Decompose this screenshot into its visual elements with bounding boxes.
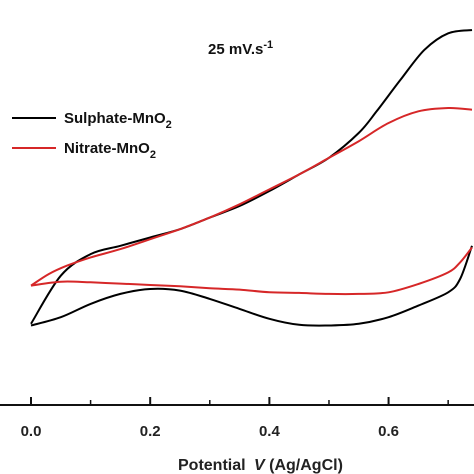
- x-ticks: 0.0 0.2 0.4 0.6: [21, 397, 449, 440]
- series-nitrate-anodic-line: [30, 106, 473, 287]
- series-sulphate-cathodic-line: [30, 245, 473, 327]
- series-sulphate-anodic-line: [30, 29, 473, 325]
- legend-label: Sulphate-MnO2: [64, 110, 172, 131]
- x-tick-label: 0.0: [21, 423, 42, 440]
- series-sulphate: [30, 29, 473, 327]
- x-axis-title-var: V: [254, 457, 266, 474]
- scan-rate-annotation: 25 mV.s-1: [208, 39, 273, 58]
- x-tick-label: 0.6: [378, 423, 399, 440]
- x-axis-title: Potential V (Ag/AgCl): [178, 457, 343, 474]
- x-axis-title-prefix: Potential: [178, 457, 250, 474]
- x-tick-label: 0.2: [140, 423, 161, 440]
- scan-rate-main: 25 mV.s: [208, 41, 263, 58]
- x-tick-label: 0.4: [259, 423, 281, 440]
- series-nitrate: [30, 106, 473, 296]
- series-nitrate-cathodic-line: [30, 246, 473, 296]
- x-axis-title-suffix: (Ag/AgCl): [265, 457, 343, 474]
- scan-rate-sup: -1: [263, 39, 273, 51]
- legend-label: Nitrate-MnO2: [64, 140, 156, 161]
- series-layer: [30, 29, 473, 327]
- legend: Sulphate-MnO2 Nitrate-MnO2: [12, 110, 172, 161]
